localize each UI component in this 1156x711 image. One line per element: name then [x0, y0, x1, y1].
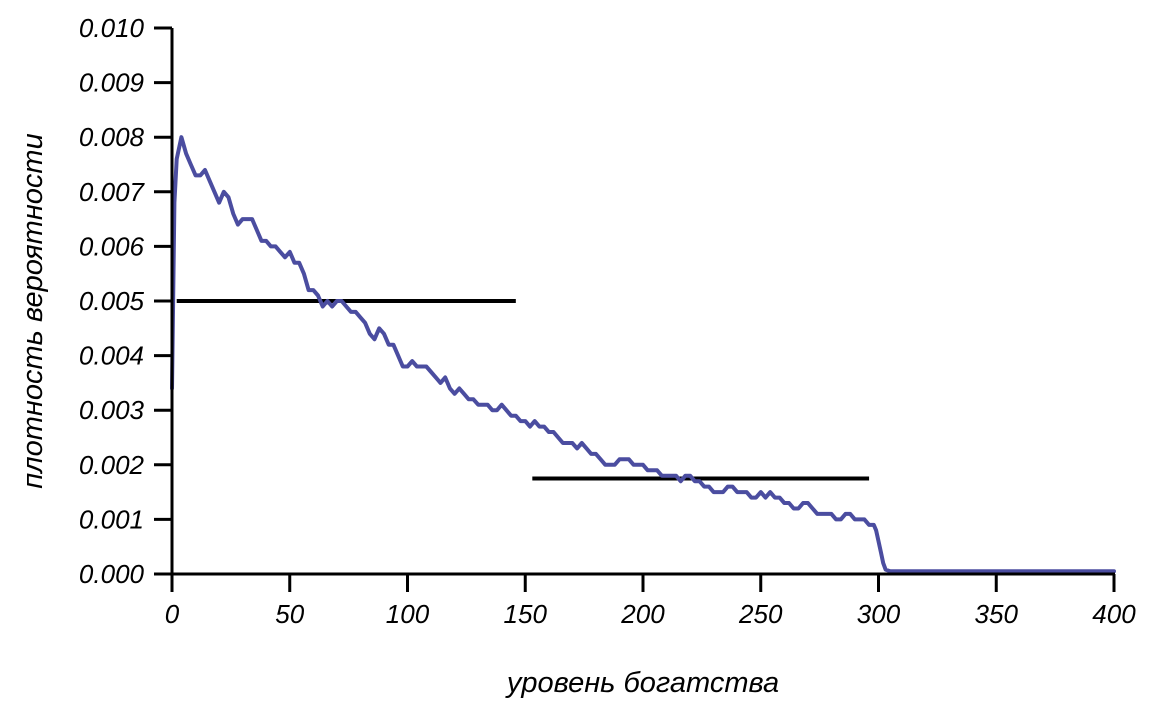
reference-lines	[176, 299, 870, 481]
y-tick-label: 0.000	[79, 559, 145, 589]
y-tick-label: 0.009	[79, 68, 144, 98]
y-tick-label: 0.007	[79, 177, 146, 207]
density-line	[170, 135, 1116, 574]
y-tick-label: 0.004	[79, 341, 144, 371]
y-tick-label: 0.001	[79, 504, 144, 534]
y-axis-title: плотность вероятности	[17, 133, 49, 488]
x-tick-label: 200	[620, 599, 665, 629]
x-tick-label: 300	[857, 599, 901, 629]
y-tick-label: 0.002	[79, 450, 145, 480]
x-tick-label: 0	[165, 599, 180, 629]
x-tick-label: 350	[975, 599, 1019, 629]
y-tick-label: 0.006	[79, 231, 145, 261]
y-axis-ticks: 0.000 0.001 0.002 0.003 0.004 0.005 0.006 0.007…	[79, 13, 172, 589]
x-tick-label: 400	[1092, 599, 1136, 629]
x-tick-label: 50	[275, 599, 304, 629]
x-tick-label: 100	[386, 599, 430, 629]
series-layer	[170, 135, 1116, 574]
y-tick-label: 0.008	[79, 122, 145, 152]
x-tick-label: 250	[738, 599, 783, 629]
x-axis-title: уровень богатства	[505, 667, 779, 699]
y-tick-label: 0.010	[79, 13, 145, 43]
y-tick-label: 0.005	[79, 286, 145, 316]
x-axis-ticks: 0 50 100 150 200 250 300 350 400	[165, 574, 1136, 629]
x-tick-label: 150	[504, 599, 548, 629]
y-tick-label: 0.003	[79, 395, 145, 425]
